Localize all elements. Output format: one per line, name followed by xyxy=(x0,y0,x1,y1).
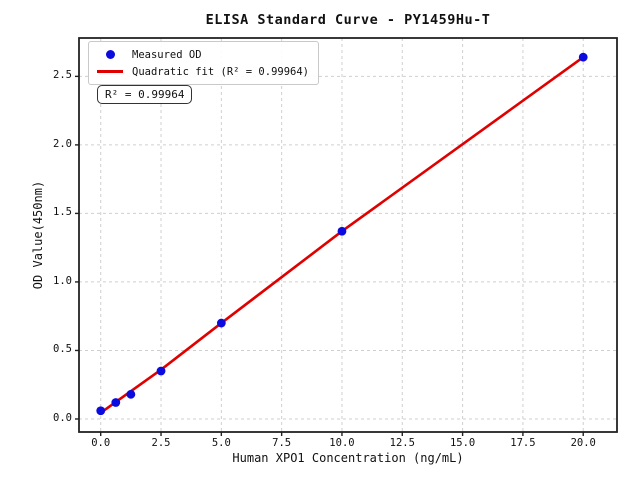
x-tick-label: 12.5 xyxy=(389,437,415,449)
legend-label: Quadratic fit (R² = 0.99964) xyxy=(132,65,310,78)
y-tick-label: 1.0 xyxy=(53,274,72,287)
line-marker-icon xyxy=(97,70,123,73)
legend-label: Measured OD xyxy=(132,48,202,61)
legend-handle xyxy=(94,50,126,59)
legend-handle xyxy=(94,70,126,73)
x-tick-label: 5.0 xyxy=(211,437,231,449)
legend-item-quadratic-fit: Quadratic fit (R² = 0.99964) xyxy=(94,63,309,80)
y-tick-label: 2.0 xyxy=(53,137,72,150)
y-tick-label: 2.5 xyxy=(53,69,72,82)
data-point xyxy=(156,366,166,376)
x-tick-label: 0.0 xyxy=(91,437,111,449)
data-point xyxy=(111,398,121,407)
data-point xyxy=(337,226,347,236)
x-tick-label: 15.0 xyxy=(449,437,476,449)
x-tick-label: 7.5 xyxy=(272,437,292,449)
data-point xyxy=(126,389,136,399)
legend: Measured OD Quadratic fit (R² = 0.99964) xyxy=(88,41,320,85)
x-tick-label: 2.5 xyxy=(151,437,171,449)
r-squared-annotation: R² = 0.99964 xyxy=(97,85,193,104)
chart-title: ELISA Standard Curve - PY1459Hu-T xyxy=(205,12,491,28)
data-point xyxy=(96,406,106,416)
y-tick-label: 0.0 xyxy=(53,411,72,424)
legend-item-measured-od: Measured OD xyxy=(94,46,309,63)
x-tick-label: 20.0 xyxy=(570,437,596,449)
circle-marker-icon xyxy=(105,50,115,59)
y-axis-label: OD Value(450nm) xyxy=(31,180,45,290)
x-tick-label: 10.0 xyxy=(329,437,355,449)
y-tick-label: 0.5 xyxy=(53,343,72,356)
axes-frame xyxy=(78,37,618,433)
y-tick-label: 1.5 xyxy=(53,206,72,219)
x-axis-label: Human XPO1 Concentration (ng/mL) xyxy=(232,451,464,465)
data-point xyxy=(578,52,588,62)
x-tick-label: 17.5 xyxy=(510,437,536,449)
data-point xyxy=(216,318,226,328)
